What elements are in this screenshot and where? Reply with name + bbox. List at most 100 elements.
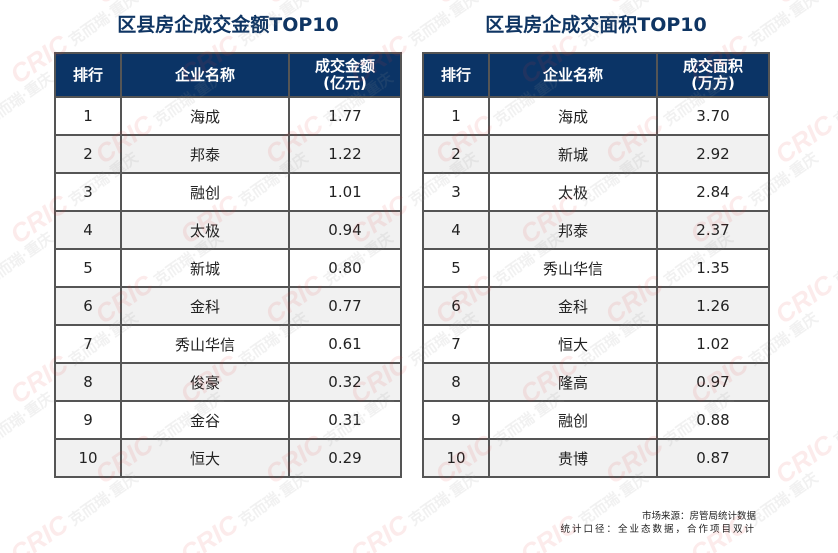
rank-cell: 1 [54, 96, 122, 136]
table-row: 10 贵博 0.87 [422, 438, 770, 478]
header-rank: 排行 [422, 52, 490, 98]
watermark-logo: CRIC克而瑞·重庆 [0, 0, 58, 11]
rank-cell: 4 [54, 210, 122, 250]
header-area: 成交面积 (万方) [656, 52, 770, 98]
area-ranking-table: 排行 企业名称 成交面积 (万方) 1 海成 3.70 2 新城 2.92 3 太极 2.84 4… [422, 52, 770, 478]
value-cell: 1.01 [288, 172, 402, 212]
value-cell: 1.77 [288, 96, 402, 136]
rank-cell: 1 [422, 96, 490, 136]
company-name-cell: 太极 [488, 172, 658, 212]
header-company-name: 企业名称 [488, 52, 658, 98]
company-name-cell: 融创 [488, 400, 658, 440]
value-cell: 3.70 [656, 96, 770, 136]
value-cell: 1.26 [656, 286, 770, 326]
company-name-cell: 贵博 [488, 438, 658, 478]
rank-cell: 3 [54, 172, 122, 212]
rank-cell: 6 [54, 286, 122, 326]
table-row: 1 海成 3.70 [422, 96, 770, 136]
amount-ranking-table: 排行 企业名称 成交金额 (亿元) 1 海成 1.77 2 邦泰 1.22 3 融创 1.01 4… [54, 52, 402, 478]
table-row: 2 邦泰 1.22 [54, 134, 402, 174]
rank-cell: 7 [54, 324, 122, 364]
footer-notes: 市场来源：房管局统计数据 统计口径：全业态数据，合作项目双计 [560, 510, 756, 536]
rank-cell: 6 [422, 286, 490, 326]
value-cell: 0.29 [288, 438, 402, 478]
value-cell: 2.92 [656, 134, 770, 174]
company-name-cell: 隆高 [488, 362, 658, 402]
table-row: 5 新城 0.80 [54, 248, 402, 288]
company-name-cell: 邦泰 [488, 210, 658, 250]
value-cell: 0.32 [288, 362, 402, 402]
header-amount-label: 成交金额 [314, 57, 375, 75]
watermark-logo: CRIC克而瑞·重庆 [769, 0, 838, 11]
header-area-unit: (万方) [691, 74, 735, 92]
company-name-cell: 新城 [488, 134, 658, 174]
company-name-cell: 秀山华信 [488, 248, 658, 288]
rank-cell: 8 [422, 362, 490, 402]
company-name-cell: 金科 [488, 286, 658, 326]
table-row: 3 融创 1.01 [54, 172, 402, 212]
rank-cell: 10 [422, 438, 490, 478]
value-cell: 0.88 [656, 400, 770, 440]
value-cell: 0.61 [288, 324, 402, 364]
company-name-cell: 邦泰 [120, 134, 290, 174]
amount-ranking-panel: 区县房企成交金额TOP10 排行 企业名称 成交金额 (亿元) 1 海成 1.77 2… [54, 0, 402, 478]
rank-cell: 10 [54, 438, 122, 478]
rank-cell: 7 [422, 324, 490, 364]
header-amount-unit: (亿元) [323, 74, 367, 92]
company-name-cell: 太极 [120, 210, 290, 250]
watermark-logo: CRIC克而瑞·重庆 [0, 69, 57, 130]
rank-cell: 9 [422, 400, 490, 440]
table-row: 9 融创 0.88 [422, 400, 770, 440]
statistical-scope-note: 统计口径：全业态数据，合作项目双计 [560, 524, 756, 535]
header-amount: 成交金额 (亿元) [288, 52, 402, 98]
value-cell: 0.31 [288, 400, 402, 440]
value-cell: 0.77 [288, 286, 402, 326]
company-name-cell: 海成 [488, 96, 658, 136]
value-cell: 0.97 [656, 362, 770, 402]
table-row: 2 新城 2.92 [422, 134, 770, 174]
table-row: 7 恒大 1.02 [422, 324, 770, 364]
company-name-cell: 金谷 [120, 400, 290, 440]
value-cell: 1.22 [288, 134, 402, 174]
table-row: 1 海成 1.77 [54, 96, 402, 136]
value-cell: 2.84 [656, 172, 770, 212]
company-name-cell: 金科 [120, 286, 290, 326]
table-row: 4 太极 0.94 [54, 210, 402, 250]
company-name-cell: 俊豪 [120, 362, 290, 402]
rank-cell: 3 [422, 172, 490, 212]
company-name-cell: 海成 [120, 96, 290, 136]
company-name-cell: 恒大 [120, 438, 290, 478]
rank-cell: 8 [54, 362, 122, 402]
header-area-label: 成交面积 [682, 57, 743, 75]
table-header-row: 排行 企业名称 成交面积 (万方) [422, 52, 770, 98]
value-cell: 0.80 [288, 248, 402, 288]
header-company-name: 企业名称 [120, 52, 290, 98]
watermark-logo: CRIC克而瑞·重庆 [769, 229, 838, 330]
table-row: 3 太极 2.84 [422, 172, 770, 212]
watermark-logo: CRIC克而瑞·重庆 [769, 389, 838, 490]
rank-cell: 5 [54, 248, 122, 288]
data-source-note: 市场来源：房管局统计数据 [641, 511, 756, 522]
table-row: 7 秀山华信 0.61 [54, 324, 402, 364]
rank-cell: 4 [422, 210, 490, 250]
table-row: 6 金科 0.77 [54, 286, 402, 326]
value-cell: 1.02 [656, 324, 770, 364]
value-cell: 1.35 [656, 248, 770, 288]
table-row: 8 隆高 0.97 [422, 362, 770, 402]
table-row: 6 金科 1.26 [422, 286, 770, 326]
value-cell: 2.37 [656, 210, 770, 250]
table-row: 5 秀山华信 1.35 [422, 248, 770, 288]
company-name-cell: 新城 [120, 248, 290, 288]
value-cell: 0.94 [288, 210, 402, 250]
area-ranking-panel: 区县房企成交面积TOP10 排行 企业名称 成交面积 (万方) 1 海成 3.70 2… [422, 0, 770, 478]
header-rank: 排行 [54, 52, 122, 98]
table-row: 8 俊豪 0.32 [54, 362, 402, 402]
table-row: 10 恒大 0.29 [54, 438, 402, 478]
amount-table-title: 区县房企成交金额TOP10 [117, 14, 339, 36]
company-name-cell: 恒大 [488, 324, 658, 364]
table-header-row: 排行 企业名称 成交金额 (亿元) [54, 52, 402, 98]
company-name-cell: 秀山华信 [120, 324, 290, 364]
area-table-title: 区县房企成交面积TOP10 [485, 14, 707, 36]
value-cell: 0.87 [656, 438, 770, 478]
rank-cell: 5 [422, 248, 490, 288]
